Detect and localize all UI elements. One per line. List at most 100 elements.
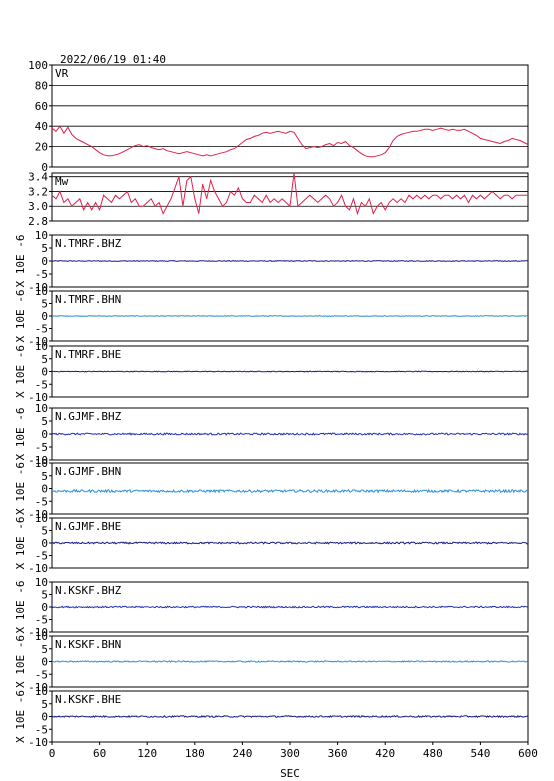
- y-tick-label: -10: [28, 626, 48, 639]
- y-tick-label: -5: [35, 614, 48, 627]
- y-tick-label: 5: [41, 415, 48, 428]
- x-tick-label: 360: [328, 747, 348, 760]
- y-tick-label: -5: [35, 723, 48, 736]
- y-tick-label: 0: [41, 711, 48, 724]
- y-tick-label: -5: [35, 495, 48, 508]
- y-tick-label: -5: [35, 268, 48, 281]
- y-tick-label: 5: [41, 698, 48, 711]
- x-tick-label: 180: [185, 747, 205, 760]
- waveform-trace: [51, 605, 529, 609]
- y-tick-label: 3.2: [28, 185, 48, 198]
- y-tick-label: -10: [28, 508, 48, 521]
- waveform-trace: [51, 488, 529, 494]
- y-tick-label: -10: [28, 681, 48, 694]
- y-tick-label: -10: [28, 562, 48, 575]
- panel-label: N.KSKF.BHZ: [55, 584, 122, 597]
- y-tick-label: 10: [35, 340, 48, 353]
- waveform-trace: [51, 714, 529, 719]
- y-tick-label: 10: [35, 512, 48, 525]
- x-tick-label: 540: [470, 747, 490, 760]
- trace-unit-label: X 10E -6: [14, 517, 27, 570]
- trace-unit-label: X 10E -6: [14, 581, 27, 634]
- trace-unit-label: X 10E -6: [14, 690, 27, 743]
- x-tick-label: 0: [49, 747, 56, 760]
- y-tick-label: -10: [28, 391, 48, 404]
- panel-frame: [51, 172, 529, 222]
- panel-frame: [51, 462, 529, 515]
- y-tick-label: 10: [35, 576, 48, 589]
- y-tick-label: 3.4: [28, 171, 48, 184]
- y-tick-label: 10: [35, 685, 48, 698]
- x-tick-label: 300: [280, 747, 300, 760]
- panel-label: N.TMRF.BHE: [55, 348, 121, 361]
- y-tick-label: -10: [28, 454, 48, 467]
- y-tick-label: 0: [41, 601, 48, 614]
- trace-unit-label: X 10E -6: [14, 408, 27, 461]
- y-tick-label: -5: [35, 550, 48, 563]
- panel-label: N.GJMF.BHE: [55, 520, 121, 533]
- y-tick-label: 10: [35, 229, 48, 242]
- y-tick-label: 60: [35, 100, 48, 113]
- x-tick-label: 240: [232, 747, 252, 760]
- panel-label: N.GJMF.BHZ: [55, 410, 122, 423]
- panel-label: N.TMRF.BHN: [55, 293, 121, 306]
- x-axis-label: SEC: [280, 767, 300, 780]
- y-tick-label: -10: [28, 281, 48, 294]
- y-tick-label: -5: [35, 441, 48, 454]
- y-tick-label: 0: [41, 428, 48, 441]
- y-tick-label: 10: [35, 457, 48, 470]
- panel-vr: 0 20 40 60 80 100 VR: [28, 59, 529, 174]
- trace-unit-label: X 10E -6: [14, 235, 27, 288]
- panel-frame: [51, 64, 529, 168]
- panel-mw: 2.8 3.0 3.23.4 Mw: [28, 171, 529, 228]
- x-tick-label: 420: [375, 747, 395, 760]
- y-tick-label: 0: [41, 656, 48, 669]
- panel-label: N.TMRF.BHZ: [55, 237, 122, 250]
- y-tick-label: 5: [41, 353, 48, 366]
- waveform-trace: [51, 541, 529, 545]
- y-tick-label: 5: [41, 298, 48, 311]
- y-tick-label: 10: [35, 285, 48, 298]
- figure-datetime: 2022/06/19 01:40: [60, 53, 166, 66]
- waveform-trace: [51, 660, 529, 663]
- panel-label: N.KSKF.BHE: [55, 693, 121, 706]
- trace-unit-label: X 10E -6: [14, 635, 27, 688]
- y-tick-label: 5: [41, 643, 48, 656]
- y-tick-label: 0: [41, 483, 48, 496]
- series-line: [51, 125, 529, 158]
- y-tick-label: 0: [41, 161, 48, 174]
- panel-label: VR: [55, 67, 69, 80]
- x-tick-label: 600: [518, 747, 538, 760]
- y-tick-label: 5: [41, 589, 48, 602]
- y-tick-label: -5: [35, 323, 48, 336]
- y-tick-label: 100: [28, 59, 48, 72]
- panel-label: N.GJMF.BHN: [55, 465, 121, 478]
- y-tick-label: 10: [35, 630, 48, 643]
- panel-label: N.KSKF.BHN: [55, 638, 121, 651]
- y-tick-label: 40: [35, 120, 48, 133]
- trace-unit-label: X 10E -6: [14, 462, 27, 515]
- y-tick-label: 80: [35, 79, 48, 92]
- series-line: [51, 172, 528, 216]
- y-tick-label: -5: [35, 668, 48, 681]
- panel-label: Mw: [55, 175, 69, 188]
- y-tick-label: 10: [35, 402, 48, 415]
- y-tick-label: -10: [28, 736, 48, 749]
- y-tick-label: 5: [41, 242, 48, 255]
- waveform-trace: [51, 370, 529, 373]
- x-tick-label: 480: [423, 747, 443, 760]
- y-tick-label: 5: [41, 470, 48, 483]
- y-tick-label: -10: [28, 335, 48, 348]
- waveform-trace: [51, 260, 529, 262]
- y-tick-label: 5: [41, 525, 48, 538]
- x-axis: 0 60 120 180 240 300 360 420 480 540 600: [49, 742, 538, 760]
- x-tick-label: 120: [137, 747, 157, 760]
